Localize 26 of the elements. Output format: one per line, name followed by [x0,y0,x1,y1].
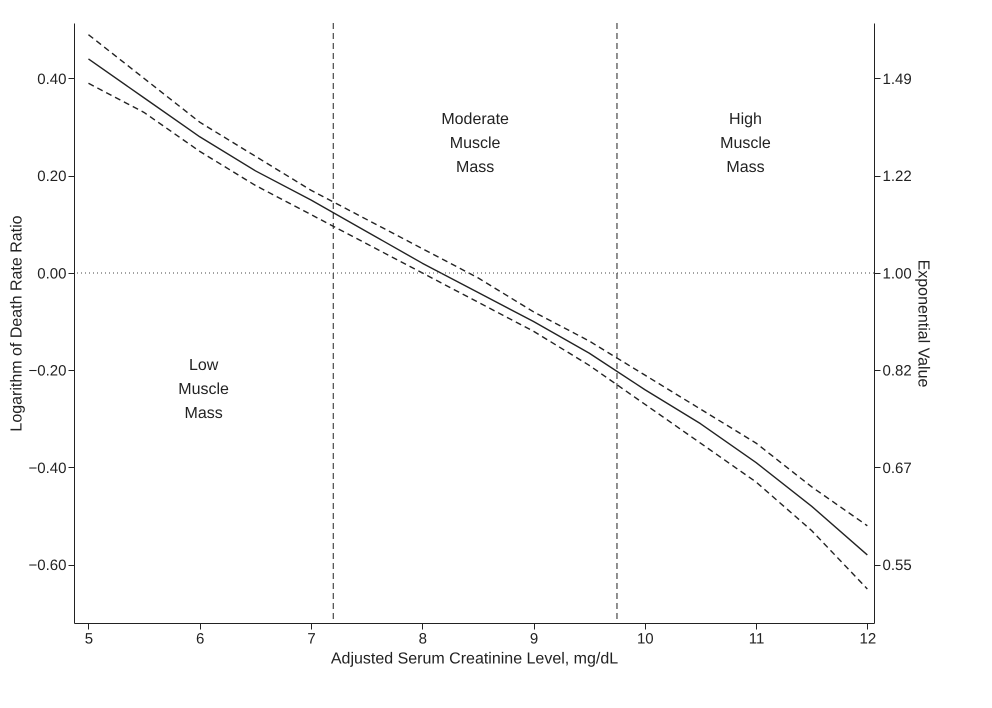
x-axis-title: Adjusted Serum Creatinine Level, mg/dL [330,650,618,668]
y2-tick-label: 0.82 [882,362,912,380]
annotation: Moderate Muscle Mass [441,111,510,176]
y2-tick-label: 0.67 [882,460,912,477]
y-tick-label: 0.00 [37,265,66,282]
x-tick-label: 5 [84,630,94,648]
x-tick-label: 10 [636,630,654,648]
x-tick-label: 12 [859,630,876,648]
y2-tick-label: 1.22 [882,168,912,186]
y-tick-label: 0.40 [37,70,66,88]
y-tick-label: −0.20 [28,362,66,380]
annotation: High Muscle Mass [720,111,771,176]
x-tick-label: 8 [418,630,427,648]
y2-tick-label: 1.00 [882,265,912,282]
y-axis-title: Logarithm of Death Rate Ratio [8,215,26,432]
x-tick-label: 11 [748,630,764,648]
y2-tick-label: 1.49 [882,70,912,88]
x-tick-label: 7 [307,630,316,648]
y-tick-label: −0.60 [28,557,66,574]
y2-tick-label: 0.55 [882,557,912,574]
x-tick-label: 9 [530,630,538,648]
y-tick-label: −0.40 [28,460,66,477]
x-tick-label: 6 [196,630,204,648]
y-tick-label: 0.20 [37,168,66,186]
y2-axis-title: Exponential Value [914,260,932,388]
annotation: Low Muscle Mass [178,357,230,422]
